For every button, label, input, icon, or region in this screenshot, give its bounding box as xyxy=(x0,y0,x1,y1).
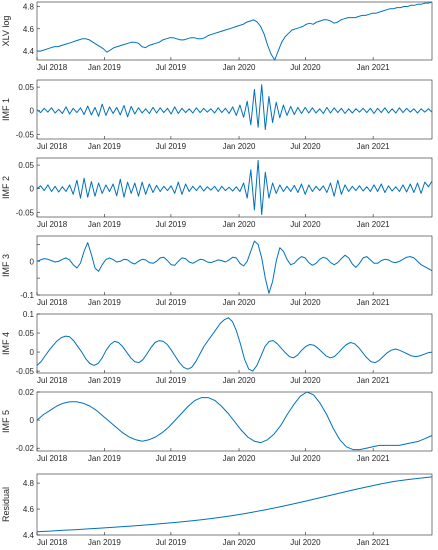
y-tick-label: 0.05 xyxy=(18,161,34,170)
x-tick-label: Jan 2021 xyxy=(357,63,390,72)
x-tick-label: Jul 2018 xyxy=(37,142,68,151)
x-tick-label: Jan 2020 xyxy=(223,538,256,547)
x-tick-label: Jan 2020 xyxy=(223,142,256,151)
x-tick-label: Jul 2020 xyxy=(290,63,321,72)
y-tick-label: 4.6 xyxy=(23,505,35,514)
y-tick-label: -0.05 xyxy=(16,130,35,139)
series-line xyxy=(36,84,433,131)
y-axis-label: IMF 1 xyxy=(1,98,11,121)
x-tick-label: Jul 2020 xyxy=(290,454,321,463)
x-tick-label: Jan 2019 xyxy=(88,63,121,72)
y-tick-label: -0.02 xyxy=(16,444,35,453)
x-tick-label: Jan 2021 xyxy=(357,538,390,547)
y-axis-label: IMF 5 xyxy=(1,410,11,433)
x-tick-label: Jul 2019 xyxy=(156,376,187,385)
y-tick-label: -0.05 xyxy=(16,367,35,376)
y-tick-label: 4.4 xyxy=(23,531,35,540)
x-tick-label: Jan 2021 xyxy=(357,376,390,385)
x-tick-label: Jan 2021 xyxy=(357,454,390,463)
panel-7: 4.4 4.6 4.8 Jul 2018 Jan 2019 Jul 2019 Jan 202… xyxy=(1,473,433,547)
panel-3: -0.05 0 0.05 Jul 2018 Jan 2019 Jul 2019 Jan 20… xyxy=(1,157,433,229)
axes-box xyxy=(36,79,433,140)
x-tick-label: Jan 2019 xyxy=(88,298,121,307)
y-tick-label: 4.8 xyxy=(23,479,35,488)
y-tick-label: 0 xyxy=(30,348,35,357)
x-tick-label: Jan 2019 xyxy=(88,220,121,229)
axes-box xyxy=(36,1,433,61)
x-tick-label: Jan 2020 xyxy=(223,298,256,307)
axes-box xyxy=(36,473,433,536)
x-tick-label: Jul 2020 xyxy=(290,298,321,307)
series-line xyxy=(36,476,433,533)
panel-6: -0.02 0 0.02 Jul 2018 Jan 2019 Jul 2019 Jan 20… xyxy=(1,388,433,463)
series-line xyxy=(36,159,433,216)
x-tick-label: Jul 2018 xyxy=(37,298,68,307)
x-tick-label: Jan 2019 xyxy=(88,376,121,385)
series-line xyxy=(36,317,433,372)
x-tick-label: Jan 2019 xyxy=(88,538,121,547)
x-tick-label: Jan 2020 xyxy=(223,220,256,229)
panel-2: -0.05 0 0.05 Jul 2018 Jan 2019 Jul 2019 Jan 20… xyxy=(1,79,433,151)
x-tick-label: Jul 2019 xyxy=(156,538,187,547)
y-tick-label: 0 xyxy=(30,107,35,116)
panel-4: -0.1 0 Jul 2018 Jan 2019 Jul 2019 Jan 2020 Jul… xyxy=(1,235,433,307)
x-tick-label: Jan 2021 xyxy=(357,220,390,229)
x-tick-label: Jul 2019 xyxy=(156,220,187,229)
x-tick-label: Jan 2020 xyxy=(223,454,256,463)
y-tick-label: 4.8 xyxy=(23,2,35,11)
y-tick-label: 0 xyxy=(30,416,35,425)
y-tick-label: 0.05 xyxy=(18,83,34,92)
y-axis-label: XLV log xyxy=(1,16,11,47)
y-tick-label: -0.05 xyxy=(16,208,35,217)
series-line xyxy=(37,1,433,61)
y-tick-label: 4.4 xyxy=(23,47,35,56)
x-tick-label: Jul 2020 xyxy=(290,142,321,151)
x-tick-label: Jul 2020 xyxy=(290,376,321,385)
y-tick-label: 0.02 xyxy=(18,388,34,397)
x-tick-label: Jul 2019 xyxy=(156,63,187,72)
x-tick-label: Jul 2020 xyxy=(290,220,321,229)
y-tick-label: -0.1 xyxy=(20,291,34,300)
y-tick-label: 0 xyxy=(30,257,35,266)
x-tick-label: Jul 2018 xyxy=(37,454,68,463)
axes-box xyxy=(36,313,433,374)
y-tick-label: 0 xyxy=(30,185,35,194)
series-line xyxy=(36,391,433,451)
series-line xyxy=(36,240,433,294)
x-tick-label: Jan 2019 xyxy=(88,454,121,463)
panel-1: 4.4 4.6 4.8 Jul 2018 Jan 2019 Jul 2019 Jan 202… xyxy=(1,1,433,72)
x-tick-label: Jul 2018 xyxy=(37,220,68,229)
x-tick-label: Jan 2019 xyxy=(88,142,121,151)
x-tick-label: Jul 2018 xyxy=(37,376,68,385)
y-axis-label: Residual xyxy=(1,487,11,522)
y-axis-label: IMF 3 xyxy=(1,254,11,277)
axes-box xyxy=(36,235,433,296)
x-tick-label: Jan 2021 xyxy=(357,142,390,151)
x-tick-label: Jul 2018 xyxy=(37,63,68,72)
x-tick-label: Jan 2020 xyxy=(223,63,256,72)
y-tick-label: 4.6 xyxy=(23,25,35,34)
x-tick-label: Jul 2019 xyxy=(156,454,187,463)
x-tick-label: Jan 2020 xyxy=(223,376,256,385)
x-tick-label: Jan 2021 xyxy=(357,298,390,307)
y-tick-label: 0.1 xyxy=(23,310,35,319)
y-tick-label: 0.05 xyxy=(18,329,34,338)
panel-5: -0.05 0 0.05 0.1 Jul 2018 Jan 2019 Jul 2019 Jan… xyxy=(1,310,433,385)
y-axis-label: IMF 4 xyxy=(1,332,11,355)
x-tick-label: Jul 2019 xyxy=(156,142,187,151)
x-tick-label: Jul 2020 xyxy=(290,538,321,547)
x-tick-label: Jul 2018 xyxy=(37,538,68,547)
x-tick-label: Jul 2019 xyxy=(156,298,187,307)
y-axis-label: IMF 2 xyxy=(1,176,11,199)
